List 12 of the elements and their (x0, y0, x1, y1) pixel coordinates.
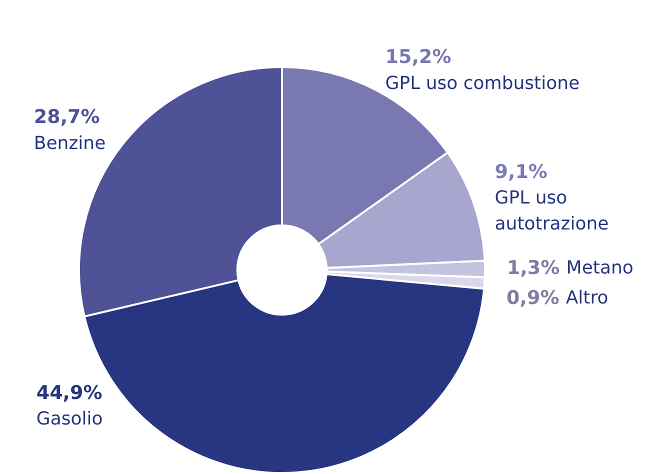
data-label: 15,2% (385, 46, 452, 68)
slice-label: Metano (566, 258, 634, 279)
slice-label: Gasolio (36, 408, 103, 430)
slice-label: Altro (566, 288, 608, 309)
slice-label: Benzine (34, 132, 106, 154)
data-label: 44,9% (36, 382, 102, 404)
data-label: 0,9% (506, 286, 560, 309)
data-label: 9,1% (494, 160, 548, 183)
slice-label: GPL uso combustione (385, 72, 580, 94)
data-label: 1,3% (506, 256, 560, 279)
data-label: 28,7% (34, 106, 100, 128)
slice-label: GPL uso autotrazione (494, 188, 609, 235)
